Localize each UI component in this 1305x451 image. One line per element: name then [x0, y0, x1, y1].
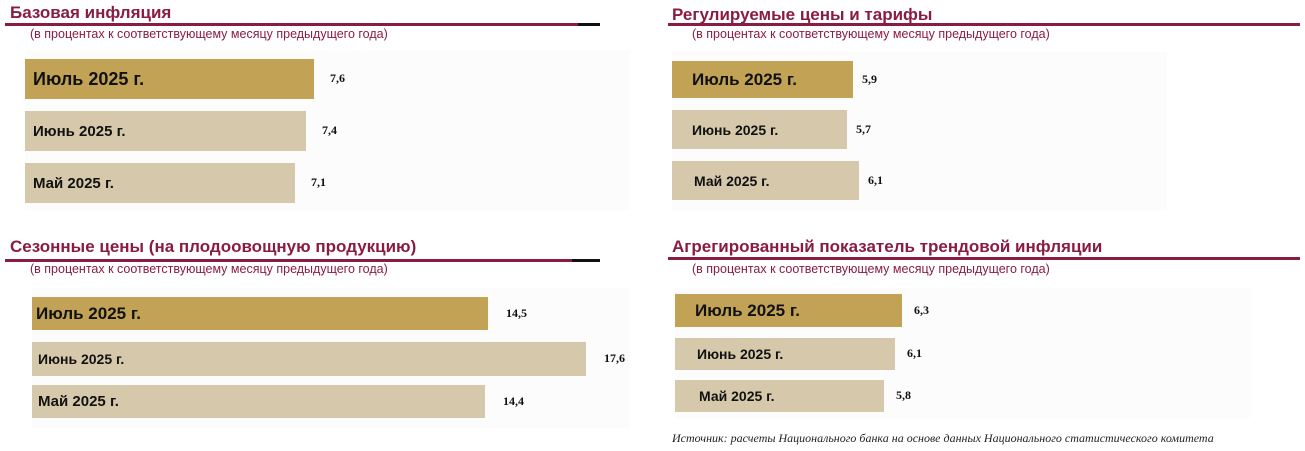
data-label: 5,9 [862, 71, 877, 86]
title-divider [668, 257, 1300, 260]
chart-subtitle: (в процентах к соответствующему месяцу п… [692, 262, 1050, 276]
bar: Июль 2025 г. [672, 61, 853, 98]
bar: Июнь 2025 г. [32, 342, 586, 376]
data-label: 7,4 [322, 123, 337, 137]
data-label: 6,3 [914, 302, 929, 317]
chart-title: Регулируемые цены и тарифы [672, 5, 933, 24]
data-label: 14,5 [506, 305, 527, 320]
chart-title: Сезонные цены (на плодоовощную продукцию… [10, 237, 417, 256]
bar: Июнь 2025 г. [672, 110, 847, 149]
data-label: 5,8 [896, 388, 911, 402]
bar: Июль 2025 г. [675, 294, 902, 327]
category-label: Июль 2025 г. [36, 303, 141, 323]
category-label: Июнь 2025 г. [697, 346, 784, 362]
bar: Июнь 2025 г. [25, 111, 306, 151]
chart-title: Агрегированный показатель трендовой инфл… [672, 237, 1103, 256]
chart-subtitle: (в процентах к соответствующему месяцу п… [30, 262, 388, 276]
category-label: Июнь 2025 г. [692, 121, 779, 138]
chart-subtitle: (в процентах к соответствующему месяцу п… [30, 27, 388, 41]
bar: Май 2025 г. [672, 161, 859, 200]
category-label: Май 2025 г. [33, 174, 114, 192]
data-label: 6,1 [907, 346, 922, 360]
chart-subtitle: (в процентах к соответствующему месяцу п… [692, 27, 1050, 41]
bar: Май 2025 г. [675, 380, 884, 412]
bar: Май 2025 г. [32, 385, 485, 418]
bar: Июль 2025 г. [25, 59, 314, 99]
title-divider [5, 23, 600, 26]
category-label: Май 2025 г. [699, 388, 775, 404]
category-label: Май 2025 г. [694, 172, 770, 189]
title-divider [5, 259, 600, 262]
category-label: Июль 2025 г. [33, 68, 145, 89]
source-note: Источник: расчеты Национального банка на… [672, 431, 1214, 445]
data-label: 6,1 [868, 172, 883, 187]
bar: Июль 2025 г. [32, 297, 488, 330]
category-label: Май 2025 г. [38, 393, 119, 410]
category-label: Июль 2025 г. [695, 300, 800, 320]
title-divider [668, 23, 1300, 26]
data-label: 7,6 [330, 71, 345, 85]
data-label: 5,7 [856, 121, 871, 136]
data-label: 7,1 [311, 175, 326, 189]
data-label: 17,6 [604, 351, 625, 365]
category-label: Июнь 2025 г. [38, 351, 125, 367]
category-label: Июнь 2025 г. [33, 122, 126, 140]
bar: Май 2025 г. [25, 163, 295, 203]
bar: Июнь 2025 г. [675, 338, 895, 370]
data-label: 14,4 [503, 393, 524, 408]
category-label: Июль 2025 г. [692, 69, 797, 89]
chart-title: Базовая инфляция [10, 3, 172, 22]
